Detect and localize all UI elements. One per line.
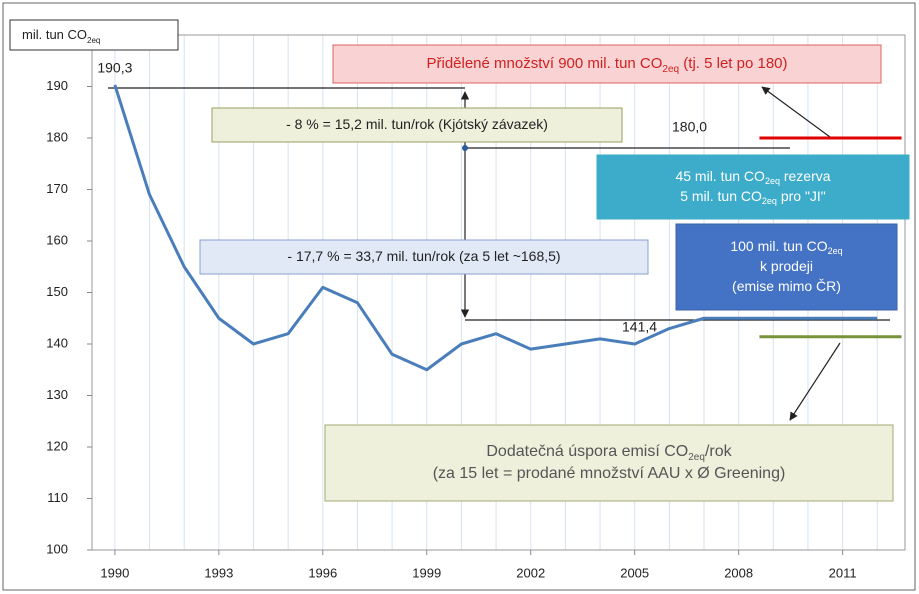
subscript: 2eq <box>688 452 705 463</box>
text-run: Dodatečná úspora emisí CO <box>486 443 688 460</box>
annotation-text: - 8 % = 15,2 mil. tun/rok (Kjótský závaz… <box>286 116 548 132</box>
text-run: (emise mimo ČR) <box>732 278 841 294</box>
dot <box>462 145 468 151</box>
y-tick-label: 130 <box>46 387 68 402</box>
annotation-text: 5 mil. tun CO2eq pro "JI" <box>680 188 826 207</box>
reference-label: 141,4 <box>622 319 657 335</box>
text-run: 45 mil. tun CO <box>675 168 765 184</box>
subscript: 2eq <box>662 64 679 75</box>
text-run: Přidělené množství 900 mil. tun CO <box>426 55 662 72</box>
x-tick-label: 2005 <box>620 565 649 580</box>
text-run: rezerva <box>780 168 831 184</box>
text-run: (za 15 let = prodané množství AAU x Ø Gr… <box>433 465 786 482</box>
axis-label-box <box>9 19 179 51</box>
y-tick-label: 160 <box>46 232 68 247</box>
annotation-box <box>199 239 649 275</box>
annotation-text: mil. tun CO2eq <box>22 27 100 44</box>
annotation-text: k prodeji <box>760 258 813 274</box>
annotation-text: (emise mimo ČR) <box>732 278 841 294</box>
x-tick-label: 2011 <box>829 565 857 580</box>
annotation-text: 100 mil. tun CO2eq <box>730 238 842 257</box>
data-line <box>113 84 878 372</box>
subscript: 2eq <box>828 246 843 256</box>
y-tick-label: 140 <box>46 335 68 350</box>
text-run: - 17,7 % = 33,7 mil. tun/rok (za 5 let ~… <box>287 248 560 264</box>
text-run: - 8 % = 15,2 mil. tun/rok (Kjótský závaz… <box>286 116 548 132</box>
text-run: (tj. 5 let po 180) <box>679 55 787 72</box>
annotation-box <box>324 424 894 502</box>
text-run: mil. tun CO <box>22 27 87 42</box>
arrow <box>761 86 831 138</box>
subscript: 2eq <box>762 196 777 206</box>
annotation-text: (za 15 let = prodané množství AAU x Ø Gr… <box>433 465 786 482</box>
annotation-text: Přidělené množství 900 mil. tun CO2eq (t… <box>426 55 787 75</box>
subscript: 2eq <box>765 176 780 186</box>
y-tick-label: 100 <box>46 541 68 556</box>
x-tick-label: 2008 <box>724 565 753 580</box>
annotation-box <box>332 44 882 84</box>
annotation-box <box>596 154 910 220</box>
annotation-text: 45 mil. tun CO2eq rezerva <box>675 168 830 187</box>
y-tick-label: 110 <box>47 490 68 505</box>
annotation-box <box>211 107 623 143</box>
reference-label: 180,0 <box>672 119 707 135</box>
text-run: pro "JI" <box>777 188 826 204</box>
annotation-box <box>675 223 898 311</box>
value-label: 190,3 <box>97 60 132 76</box>
x-tick-label: 1999 <box>412 565 441 580</box>
x-tick-label: 1993 <box>204 565 233 580</box>
y-tick-label: 190 <box>46 78 68 93</box>
arrow <box>789 342 841 421</box>
y-tick-label: 150 <box>46 284 68 299</box>
text-run: /rok <box>705 443 733 460</box>
y-tick-label: 180 <box>46 129 68 144</box>
text-run: 5 mil. tun CO <box>680 188 762 204</box>
y-tick-label: 170 <box>46 181 68 196</box>
y-tick-label: 120 <box>46 438 68 453</box>
text-run: 100 mil. tun CO <box>730 238 827 254</box>
annotation-text: Dodatečná úspora emisí CO2eq/rok <box>486 443 732 463</box>
text-run: k prodeji <box>760 258 813 274</box>
subscript: 2eq <box>87 36 100 45</box>
annotation-text: - 17,7 % = 33,7 mil. tun/rok (za 5 let ~… <box>287 248 560 264</box>
x-tick-label: 2002 <box>516 565 545 580</box>
x-tick-label: 1990 <box>100 565 129 580</box>
x-tick-label: 1996 <box>308 565 337 580</box>
